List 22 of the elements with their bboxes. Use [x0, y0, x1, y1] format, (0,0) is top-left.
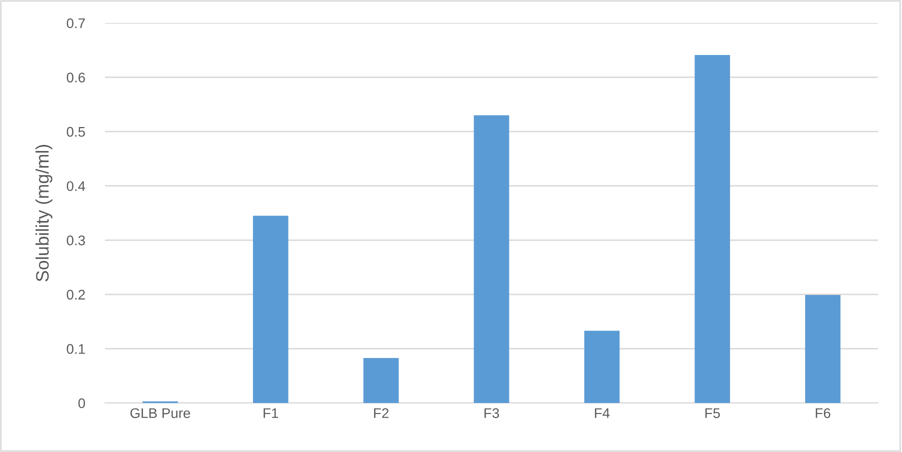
y-tick-label: 0.4	[66, 181, 86, 192]
bar	[805, 294, 840, 404]
y-tick-label: 0.6	[66, 72, 85, 82]
bar	[694, 55, 730, 404]
x-tick-label: GLB Pure	[130, 408, 190, 418]
y-tick-label: 0.7	[66, 18, 85, 28]
y-tick-label: 0.5	[66, 126, 85, 137]
y-tick-label: 0.3	[66, 235, 85, 246]
y-tick-label: 0.2	[66, 290, 85, 300]
x-tick-label: F1	[264, 408, 278, 418]
x-tick-label: F2	[374, 408, 388, 418]
y-axis-title: Solubility (mg/ml)	[36, 144, 52, 282]
x-tick-label: F4	[594, 408, 610, 418]
y-tick-label: 0	[78, 398, 86, 408]
x-tick-label: F3	[484, 408, 499, 418]
bar	[474, 115, 510, 404]
y-tick-label: 0.1	[66, 344, 85, 354]
bar	[252, 216, 288, 404]
x-tick-label: F6	[816, 408, 830, 418]
bar	[363, 358, 399, 404]
bar	[584, 330, 620, 404]
x-tick-label: F5	[705, 408, 720, 418]
